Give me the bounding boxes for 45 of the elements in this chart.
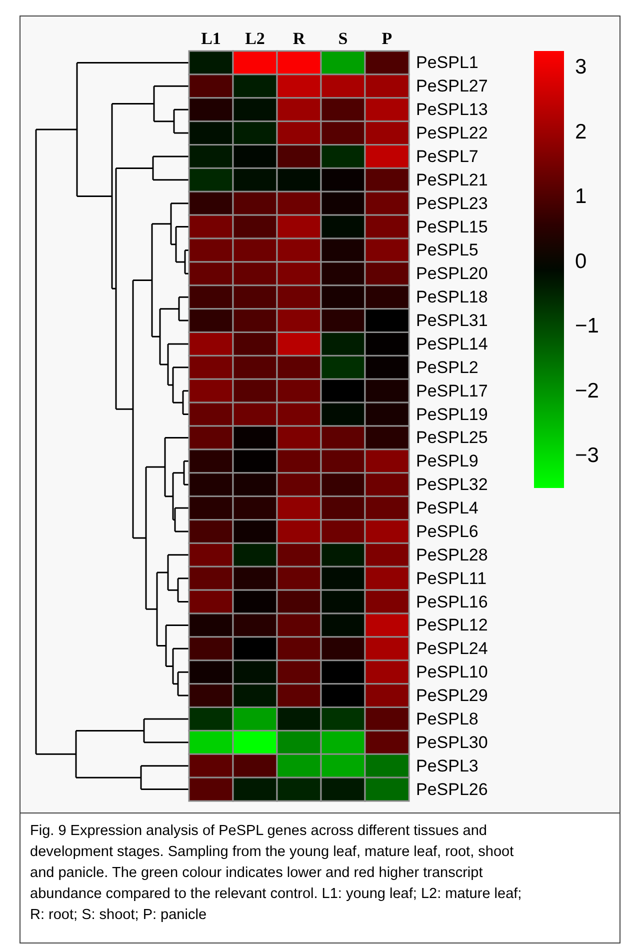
y-tick-label: PeSPL23 [416, 194, 488, 213]
x-tick-label: R [292, 29, 306, 48]
y-tick-label: PeSPL12 [416, 616, 488, 635]
y-tick-label: PeSPL29 [416, 686, 488, 706]
y-tick-label: PeSPL8 [416, 709, 478, 728]
color-bar-label: 3 [575, 56, 587, 79]
y-tick-label: PeSPL16 [416, 592, 488, 612]
y-tick-label: PeSPL18 [416, 288, 488, 307]
color-bar-label: −2 [575, 379, 599, 402]
x-tick-label: P [382, 29, 392, 48]
y-tick-label: PeSPL30 [416, 732, 488, 752]
y-tick-label: PeSPL20 [416, 264, 488, 284]
y-tick-label: PeSPL32 [416, 475, 488, 494]
y-tick-label: PeSPL21 [416, 170, 488, 190]
y-tick-label: PeSPL31 [416, 311, 488, 330]
y-tick-label: PeSPL13 [416, 100, 488, 120]
y-tick-label: PeSPL4 [416, 498, 478, 518]
x-tick-label: L2 [245, 29, 265, 48]
color-bar-label: 0 [575, 250, 587, 273]
y-tick-label: PeSPL11 [416, 568, 487, 588]
y-tick-label: PeSPL6 [416, 522, 478, 541]
y-tick-label: PeSPL10 [416, 662, 488, 682]
y-tick-label: PeSPL5 [416, 240, 478, 260]
x-tick-label: S [338, 29, 348, 48]
y-tick-label: PeSPL19 [416, 404, 488, 424]
y-tick-label: PeSPL14 [416, 334, 488, 354]
y-tick-label: PeSPL1 [416, 53, 478, 72]
y-tick-label: PeSPL26 [416, 780, 488, 799]
y-tick-label: PeSPL22 [416, 124, 488, 143]
y-tick-label: PeSPL27 [416, 76, 488, 96]
color-bar-label: −3 [575, 444, 599, 468]
y-tick-label: PeSPL25 [416, 428, 488, 448]
y-tick-label: PeSPL28 [416, 545, 488, 564]
y-tick-label: PeSPL24 [416, 639, 488, 658]
y-tick-label: PeSPL9 [416, 452, 478, 471]
y-tick-label: PeSPL17 [416, 381, 488, 400]
y-tick-label: PeSPL7 [416, 146, 478, 166]
color-bar-label: 1 [575, 185, 587, 208]
x-tick-label: L1 [201, 29, 221, 48]
y-tick-label: PeSPL2 [416, 358, 478, 377]
y-tick-label: PeSPL15 [416, 217, 488, 236]
color-bar-label: 2 [575, 120, 587, 144]
caption: Fig. 9 Expression analysis of PeSPL genes across different tissues and development stages. Sampling from the young leaf, mature leaf, root, shoot and panicle. The green colour indicates lower and red higher transcript abundance compared to the relevant control. L1: young leaf; L2: mature leaf; R: root; S: shoot; P: panicle [30, 823, 522, 923]
color-bar-label: −1 [575, 314, 599, 338]
y-tick-label: PeSPL3 [416, 756, 478, 776]
